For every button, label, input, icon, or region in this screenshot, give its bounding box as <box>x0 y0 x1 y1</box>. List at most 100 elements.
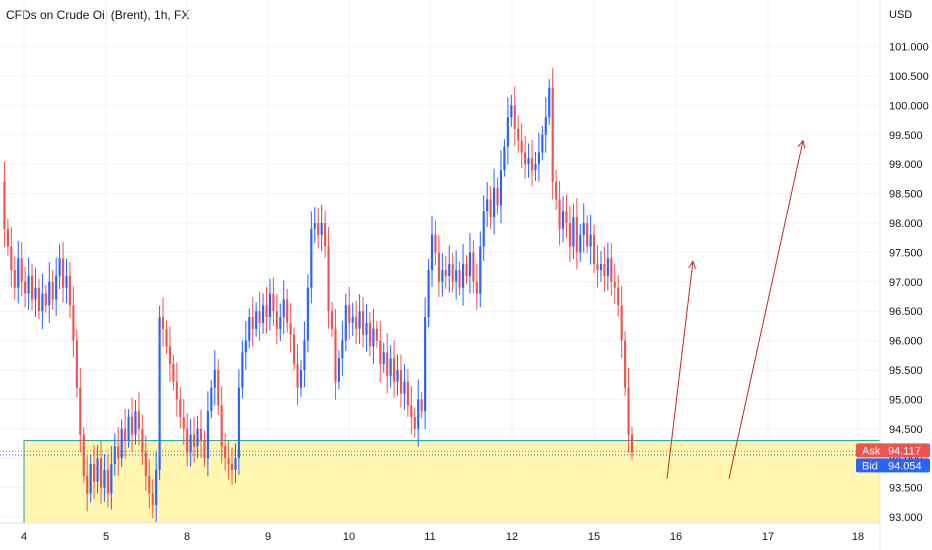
candle <box>630 426 634 460</box>
candle <box>10 227 13 288</box>
candle-body <box>334 328 337 382</box>
candle-body <box>268 293 272 318</box>
x-tick-label: 17 <box>762 531 774 543</box>
time-axis[interactable]: 4 5 8 9 10 11 12 15 16 17 18 <box>21 531 864 543</box>
candle-body <box>475 281 478 294</box>
candle <box>565 194 568 238</box>
candle-body <box>410 405 413 418</box>
candle-body <box>589 234 592 247</box>
candle <box>282 280 285 335</box>
candle-body <box>558 199 561 229</box>
candle-body <box>120 428 123 459</box>
candle <box>272 277 275 326</box>
candle-body <box>55 275 58 300</box>
candle-body <box>548 87 551 118</box>
candle-body <box>203 440 206 459</box>
trend-arrow <box>728 139 806 479</box>
candle <box>27 257 30 310</box>
candle <box>117 427 120 476</box>
candle-body <box>206 411 209 459</box>
candle <box>75 329 78 398</box>
price-axis[interactable]: 101.000 100.500 100.000 99.500 99.000 98.500 9… <box>889 42 929 524</box>
candle <box>65 258 68 304</box>
candle-body <box>468 252 472 276</box>
support-zone <box>23 440 881 524</box>
candle-body <box>248 317 251 341</box>
candle <box>517 115 520 153</box>
y-tick-label: 100.000 <box>889 100 929 112</box>
candle <box>624 331 627 397</box>
candle-body <box>441 270 444 282</box>
candle-body <box>430 234 434 271</box>
candle-body <box>279 317 282 329</box>
candle <box>313 207 316 244</box>
candle-body <box>503 146 506 171</box>
candle-body <box>630 434 634 453</box>
trend-arrow <box>666 260 697 479</box>
candle-body <box>68 275 72 306</box>
candle <box>427 258 430 328</box>
candle <box>534 152 537 181</box>
candle-body <box>24 281 27 294</box>
candle-body <box>289 322 292 335</box>
candle-body <box>572 217 575 247</box>
candle-body <box>17 258 20 288</box>
candle <box>213 350 216 406</box>
candle <box>82 427 85 483</box>
candle <box>393 340 396 398</box>
candle-body <box>606 258 609 276</box>
candle <box>106 454 109 508</box>
x-tick-label: 15 <box>588 531 600 543</box>
candle <box>579 224 582 263</box>
candle-body <box>427 270 430 318</box>
candle-body <box>541 134 544 153</box>
candle <box>506 97 509 165</box>
candle-body <box>89 464 92 494</box>
candle <box>196 415 199 459</box>
candle-body <box>127 417 130 441</box>
chart-title: CFDs on Crude Oil (Brent), 1h, FX <box>6 8 190 22</box>
candlestick-series <box>3 68 634 522</box>
y-tick-label: 99.500 <box>889 130 923 142</box>
candle-body <box>286 299 289 323</box>
candle-body <box>20 258 23 282</box>
candle <box>503 139 506 177</box>
arrow-shaft <box>666 261 694 479</box>
candle-body <box>179 399 182 418</box>
candle-body <box>368 322 372 347</box>
candle <box>99 440 103 504</box>
candle-body <box>41 293 44 312</box>
candle <box>6 218 9 256</box>
candle-body <box>30 275 34 300</box>
candle <box>455 250 458 300</box>
candle-body <box>196 428 199 447</box>
candle <box>527 143 530 178</box>
candle <box>206 391 209 477</box>
candle-body <box>227 458 230 465</box>
candle-body <box>420 399 423 412</box>
ask-badge: Ask 94.117 <box>856 443 930 458</box>
candle <box>558 181 561 246</box>
candle <box>548 79 551 125</box>
candle <box>444 255 447 289</box>
candle-body <box>544 117 547 135</box>
y-tick-label: 96.000 <box>889 336 923 348</box>
candle-body <box>624 340 627 388</box>
candle <box>227 441 230 480</box>
candle-body <box>499 170 503 206</box>
candle <box>468 232 472 294</box>
candle-body <box>496 187 499 206</box>
currency-label: USD <box>889 9 912 21</box>
candle <box>513 86 516 146</box>
candle <box>613 263 616 304</box>
candle <box>296 344 299 406</box>
candle <box>103 454 106 502</box>
candle <box>89 454 92 503</box>
candle <box>561 196 565 243</box>
candle-body <box>551 87 554 182</box>
candle-body <box>610 258 613 282</box>
candle-body <box>65 275 68 288</box>
candle-body <box>617 287 620 306</box>
candle <box>541 125 544 161</box>
